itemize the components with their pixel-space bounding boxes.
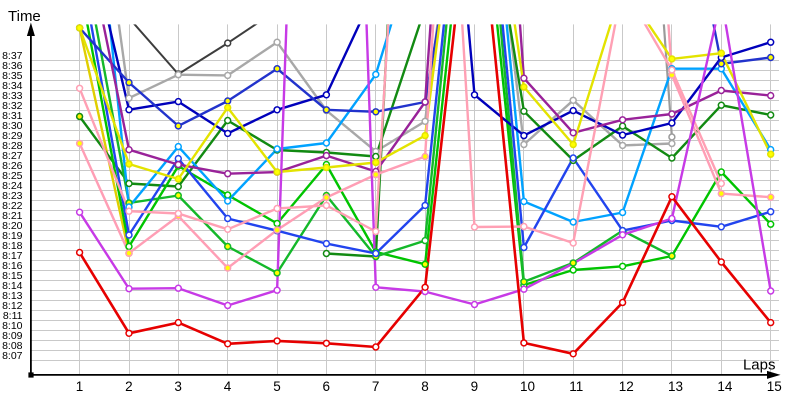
- svg-text:10: 10: [520, 379, 535, 394]
- svg-text:8:27: 8:27: [2, 150, 23, 162]
- svg-text:8:18: 8:18: [2, 240, 23, 252]
- svg-text:8:28: 8:28: [2, 140, 23, 152]
- svg-text:8:13: 8:13: [2, 290, 23, 302]
- svg-text:12: 12: [619, 379, 634, 394]
- svg-text:8:26: 8:26: [2, 160, 23, 172]
- svg-text:8:29: 8:29: [2, 130, 23, 142]
- svg-text:8:09: 8:09: [2, 330, 23, 342]
- svg-text:3: 3: [174, 379, 182, 394]
- svg-text:8:14: 8:14: [2, 280, 23, 292]
- svg-text:8:37: 8:37: [2, 50, 23, 62]
- svg-text:8: 8: [421, 379, 429, 394]
- svg-text:15: 15: [767, 379, 782, 394]
- svg-text:8:16: 8:16: [2, 260, 23, 272]
- svg-text:8:12: 8:12: [2, 300, 23, 312]
- svg-text:8:15: 8:15: [2, 270, 23, 282]
- svg-text:8:07: 8:07: [2, 350, 23, 362]
- svg-text:8:30: 8:30: [2, 120, 23, 132]
- svg-text:8:33: 8:33: [2, 90, 23, 102]
- svg-text:8:25: 8:25: [2, 170, 23, 182]
- svg-text:8:31: 8:31: [2, 110, 23, 122]
- svg-text:11: 11: [569, 379, 583, 394]
- svg-text:Laps: Laps: [743, 357, 776, 374]
- svg-text:9: 9: [471, 379, 479, 394]
- svg-text:8:10: 8:10: [2, 320, 23, 332]
- svg-text:8:36: 8:36: [2, 60, 23, 72]
- svg-text:8:19: 8:19: [2, 230, 23, 242]
- svg-text:8:32: 8:32: [2, 100, 23, 112]
- svg-text:8:23: 8:23: [2, 190, 23, 202]
- svg-text:8:21: 8:21: [2, 210, 23, 222]
- svg-text:4: 4: [224, 379, 232, 394]
- svg-text:5: 5: [273, 379, 281, 394]
- svg-text:8:08: 8:08: [2, 340, 23, 352]
- svg-text:7: 7: [372, 379, 380, 394]
- svg-text:14: 14: [717, 379, 733, 394]
- svg-text:8:20: 8:20: [2, 220, 23, 232]
- svg-text:8:17: 8:17: [2, 250, 23, 262]
- svg-text:8:35: 8:35: [2, 70, 23, 82]
- svg-text:6: 6: [323, 379, 331, 394]
- svg-text:13: 13: [668, 379, 683, 394]
- svg-text:8:24: 8:24: [2, 180, 23, 192]
- svg-text:8:11: 8:11: [3, 310, 23, 322]
- svg-text:Time: Time: [8, 8, 41, 25]
- svg-text:1: 1: [76, 379, 84, 394]
- svg-text:8:34: 8:34: [2, 80, 23, 92]
- svg-text:2: 2: [125, 379, 133, 394]
- svg-text:8:22: 8:22: [2, 200, 23, 212]
